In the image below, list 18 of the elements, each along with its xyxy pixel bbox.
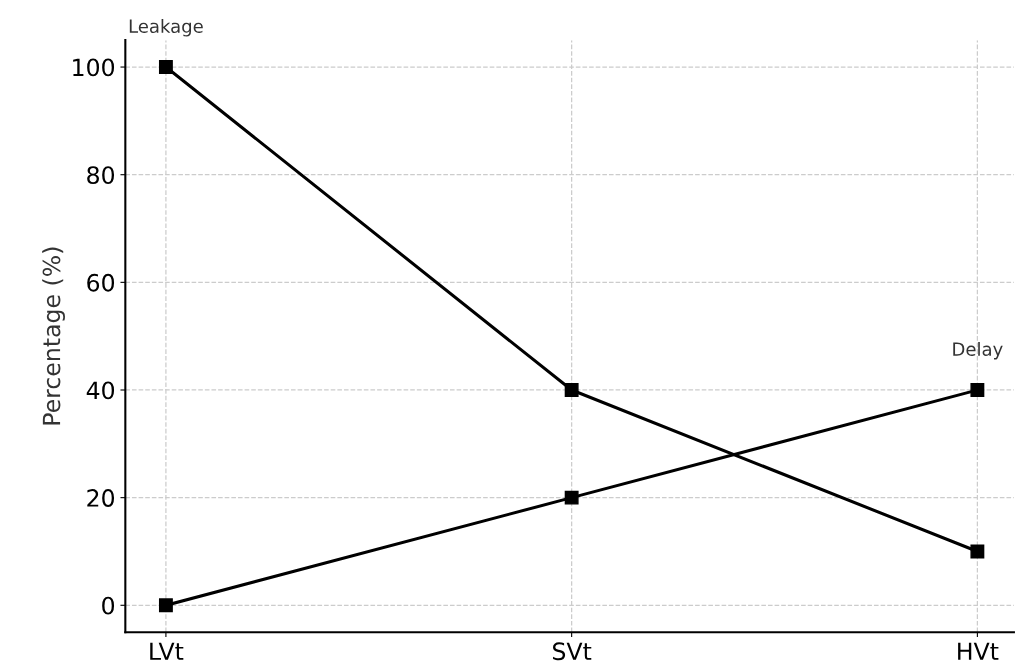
y-tick-label: 40	[86, 381, 115, 400]
y-axis-title: Percentage (%)	[42, 247, 65, 425]
x-tick-label: SVt	[553, 642, 592, 661]
y-tick-label: 20	[87, 489, 115, 507]
point	[970, 383, 985, 397]
point	[564, 490, 579, 505]
point	[158, 60, 173, 74]
point	[158, 598, 173, 613]
x-tick-label: LVt	[150, 642, 184, 660]
series-label: Delay	[953, 341, 1003, 360]
point	[564, 383, 579, 397]
y-tick-label: 0	[102, 596, 115, 615]
y-tick-label: 80	[87, 166, 115, 185]
y-tick-label: 60	[87, 273, 115, 292]
x-tick-label: HVt	[958, 642, 999, 660]
point	[970, 544, 985, 559]
y-tick-label: 100	[73, 58, 115, 77]
series-label: Leakage	[129, 19, 203, 37]
